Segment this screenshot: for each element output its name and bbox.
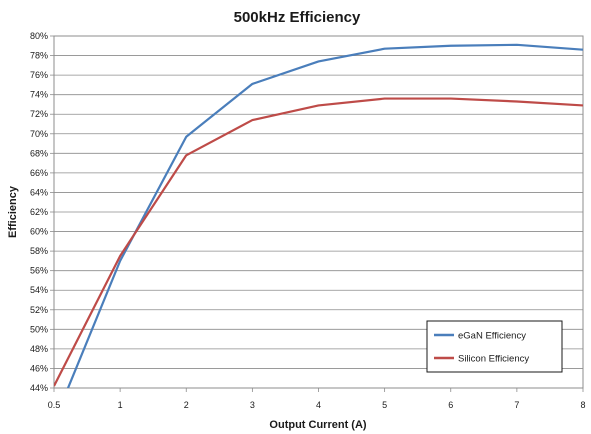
- y-tick-label: 56%: [30, 266, 48, 276]
- y-tick-label: 68%: [30, 148, 48, 158]
- x-tick-label: 5: [382, 400, 387, 410]
- y-tick-label: 58%: [30, 246, 48, 256]
- series-line-1: [54, 97, 583, 387]
- y-tick-label: 54%: [30, 285, 48, 295]
- legend-box: [426, 320, 563, 373]
- y-tick-label: 78%: [30, 51, 48, 61]
- y-tick-label: 76%: [30, 70, 48, 80]
- y-tick-label: 52%: [30, 305, 48, 315]
- y-tick-label: 70%: [30, 129, 48, 139]
- y-tick-label: 50%: [30, 324, 48, 334]
- y-tick-label: 48%: [30, 344, 48, 354]
- gridlines: [54, 35, 583, 389]
- x-tick-label: 6: [448, 400, 453, 410]
- y-tick-label: 72%: [30, 109, 48, 119]
- x-tick-label: 0.5: [48, 400, 61, 410]
- x-tick-label: 2: [184, 400, 189, 410]
- x-tick-label: 7: [514, 400, 519, 410]
- y-tick-label: 64%: [30, 187, 48, 197]
- y-tick-label: 74%: [30, 90, 48, 100]
- x-axis-title: Output Current (A): [269, 419, 366, 431]
- y-axis-ticks: 44% 46% 48% 50% 52% 54% 56% 58% 60% 62% 64% 66% 68% 7…: [30, 31, 54, 393]
- x-tick-label: 1: [118, 400, 123, 410]
- legend: eGaN Efficiency Silicon Efficiency: [426, 320, 563, 373]
- legend-label-0: eGaN Efficiency: [458, 331, 526, 342]
- x-tick-label: 8: [580, 400, 585, 410]
- x-tick-label: 4: [316, 400, 321, 410]
- y-tick-label: 62%: [30, 207, 48, 217]
- y-axis-title: Efficiency: [7, 185, 19, 238]
- x-axis-ticks: 0.5 1 2 3 4 5 6 7 8: [48, 388, 586, 410]
- y-tick-label: 80%: [30, 31, 48, 41]
- legend-label-1: Silicon Efficiency: [458, 354, 529, 365]
- series-line-0: [66, 43, 583, 388]
- series-layer: [54, 43, 583, 388]
- chart-title: 500kHz Efficiency: [234, 9, 361, 26]
- y-tick-label: 60%: [30, 227, 48, 237]
- y-tick-label: 66%: [30, 168, 48, 178]
- x-tick-label: 3: [250, 400, 255, 410]
- y-tick-label: 46%: [30, 363, 48, 373]
- y-tick-label: 44%: [30, 383, 48, 393]
